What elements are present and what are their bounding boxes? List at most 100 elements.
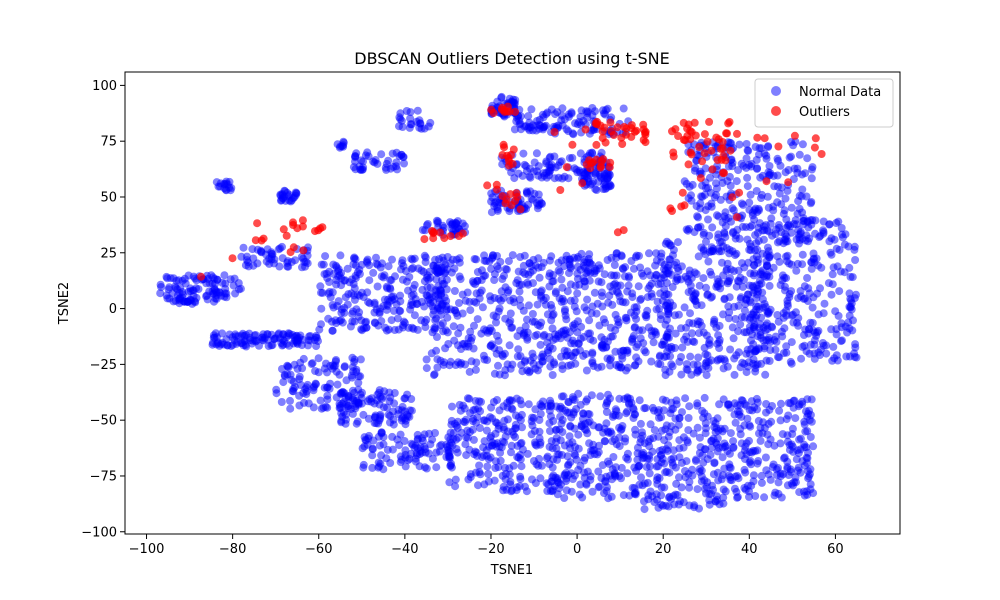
- normal-data-point: [815, 351, 824, 359]
- normal-data-point: [548, 324, 557, 333]
- normal-data-point: [655, 352, 664, 361]
- normal-data-point: [552, 402, 561, 411]
- normal-data-point: [617, 463, 626, 472]
- normal-data-point: [808, 319, 817, 327]
- normal-data-point: [693, 212, 702, 221]
- normal-data-point: [379, 465, 388, 474]
- normal-data-point: [507, 396, 516, 405]
- normal-data-point: [760, 493, 769, 502]
- normal-data-point: [332, 367, 341, 376]
- normal-data-point: [693, 485, 702, 494]
- normal-data-point: [768, 463, 777, 471]
- normal-data-point: [447, 268, 456, 277]
- normal-data-point: [653, 476, 661, 484]
- normal-data-point: [692, 455, 701, 464]
- normal-data-point: [595, 441, 603, 450]
- normal-data-point: [500, 371, 509, 380]
- normal-data-point: [700, 393, 709, 402]
- normal-data-point: [770, 441, 779, 450]
- outlier-point: [568, 140, 577, 149]
- normal-data-point: [705, 496, 714, 505]
- y-tick-label: 0: [109, 302, 117, 317]
- normal-data-point: [479, 443, 488, 452]
- normal-data-point: [370, 308, 379, 317]
- outlier-point: [609, 131, 618, 139]
- normal-data-point: [531, 438, 539, 447]
- normal-data-point: [487, 340, 496, 349]
- normal-data-point: [819, 341, 828, 350]
- normal-data-point: [553, 108, 562, 117]
- normal-data-point: [375, 441, 384, 450]
- normal-data-point: [852, 290, 860, 299]
- normal-data-point: [523, 366, 532, 375]
- normal-data-point: [635, 251, 643, 260]
- normal-data-point: [745, 458, 754, 467]
- normal-data-point: [775, 189, 784, 198]
- normal-data-point: [423, 283, 432, 292]
- normal-data-point: [455, 254, 464, 263]
- normal-data-point: [386, 164, 395, 173]
- outlier-point: [718, 138, 727, 146]
- normal-data-point: [702, 424, 710, 433]
- normal-data-point: [576, 112, 585, 121]
- normal-data-point: [398, 406, 406, 415]
- normal-data-point: [717, 475, 726, 484]
- normal-data-point: [647, 357, 656, 366]
- normal-data-point: [767, 417, 776, 426]
- normal-data-point: [787, 467, 795, 476]
- normal-data-point: [807, 264, 816, 273]
- normal-data-point: [623, 469, 632, 478]
- normal-data-point: [339, 408, 348, 417]
- normal-data-point: [695, 433, 704, 442]
- x-tick-label: −20: [477, 542, 504, 557]
- normal-data-point: [728, 204, 737, 213]
- normal-data-point: [526, 173, 535, 182]
- normal-data-point: [792, 220, 801, 229]
- normal-data-point: [720, 294, 729, 303]
- normal-data-point: [606, 354, 615, 363]
- normal-data-point: [808, 303, 817, 312]
- normal-data-point: [631, 361, 640, 369]
- normal-data-point: [536, 410, 545, 418]
- normal-data-point: [433, 355, 442, 364]
- normal-data-point: [734, 266, 743, 275]
- normal-data-point: [798, 250, 807, 259]
- normal-data-point: [685, 402, 694, 411]
- normal-data-point: [719, 493, 728, 502]
- normal-data-point: [669, 461, 677, 470]
- normal-data-point: [527, 105, 536, 114]
- normal-data-point: [819, 229, 828, 238]
- normal-data-point: [606, 361, 615, 370]
- normal-data-point: [374, 432, 383, 441]
- normal-data-point: [798, 140, 807, 149]
- normal-data-point: [750, 206, 759, 215]
- normal-data-point: [607, 429, 616, 438]
- normal-data-point: [304, 341, 312, 350]
- chart-title: DBSCAN Outliers Detection using t-SNE: [354, 49, 669, 68]
- normal-data-point: [584, 418, 593, 427]
- normal-data-point: [331, 361, 340, 370]
- legend-label-outliers: Outliers: [799, 105, 850, 120]
- normal-data-point: [787, 338, 796, 347]
- outlier-point: [596, 163, 605, 172]
- normal-data-point: [684, 414, 693, 422]
- normal-data-point: [424, 296, 433, 305]
- normal-data-point: [368, 451, 377, 460]
- normal-data-point: [165, 283, 174, 292]
- outlier-point: [454, 232, 463, 240]
- normal-data-point: [776, 416, 785, 425]
- normal-data-point: [711, 419, 720, 428]
- normal-data-point: [458, 290, 467, 299]
- normal-data-point: [645, 454, 654, 463]
- normal-data-point: [319, 403, 328, 412]
- normal-data-point: [435, 268, 444, 277]
- normal-data-point: [715, 344, 724, 353]
- normal-data-point: [704, 339, 713, 348]
- normal-data-point: [479, 351, 488, 360]
- normal-data-point: [765, 162, 774, 170]
- normal-data-point: [707, 202, 716, 211]
- normal-data-point: [446, 428, 455, 437]
- normal-data-point: [713, 468, 722, 477]
- normal-data-point: [280, 372, 289, 381]
- normal-data-point: [541, 293, 550, 302]
